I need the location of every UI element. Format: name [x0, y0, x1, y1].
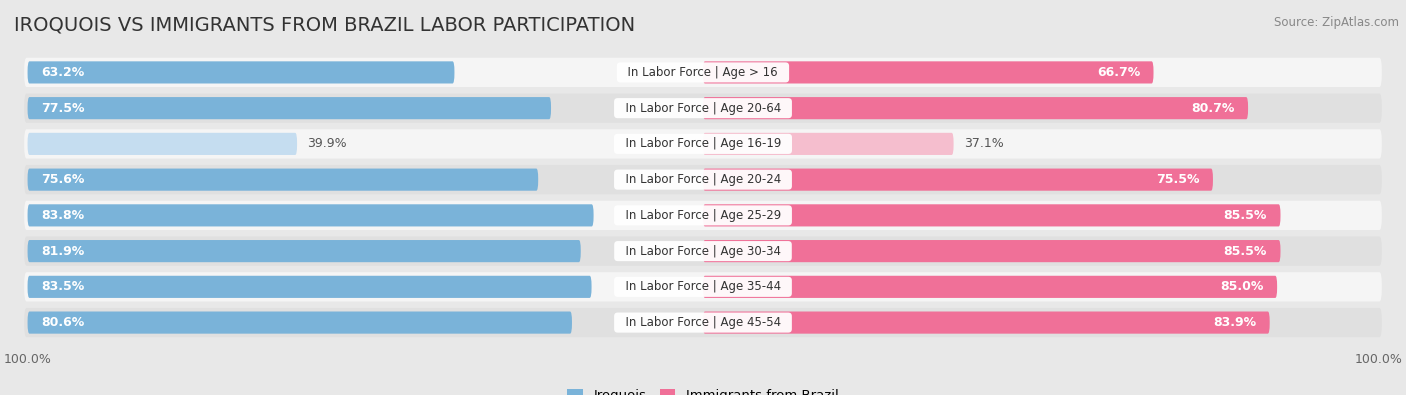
Text: 37.1%: 37.1%: [963, 137, 1004, 150]
FancyBboxPatch shape: [703, 276, 1277, 298]
FancyBboxPatch shape: [703, 61, 1153, 83]
FancyBboxPatch shape: [24, 58, 1382, 87]
FancyBboxPatch shape: [24, 272, 1382, 301]
Text: 83.9%: 83.9%: [1213, 316, 1256, 329]
Text: 85.5%: 85.5%: [1223, 209, 1267, 222]
FancyBboxPatch shape: [28, 240, 581, 262]
FancyBboxPatch shape: [28, 61, 454, 83]
FancyBboxPatch shape: [24, 237, 1382, 266]
FancyBboxPatch shape: [28, 204, 593, 226]
FancyBboxPatch shape: [24, 94, 1382, 123]
FancyBboxPatch shape: [703, 133, 953, 155]
Text: 80.7%: 80.7%: [1191, 102, 1234, 115]
FancyBboxPatch shape: [28, 97, 551, 119]
FancyBboxPatch shape: [24, 308, 1382, 337]
FancyBboxPatch shape: [24, 165, 1382, 194]
Text: In Labor Force | Age 16-19: In Labor Force | Age 16-19: [617, 137, 789, 150]
Text: 81.9%: 81.9%: [41, 245, 84, 258]
Text: Source: ZipAtlas.com: Source: ZipAtlas.com: [1274, 16, 1399, 29]
Text: 63.2%: 63.2%: [41, 66, 84, 79]
FancyBboxPatch shape: [703, 240, 1281, 262]
Text: 85.0%: 85.0%: [1220, 280, 1264, 293]
FancyBboxPatch shape: [703, 169, 1213, 191]
Text: In Labor Force | Age 25-29: In Labor Force | Age 25-29: [617, 209, 789, 222]
Text: 39.9%: 39.9%: [307, 137, 347, 150]
Legend: Iroquois, Immigrants from Brazil: Iroquois, Immigrants from Brazil: [562, 384, 844, 395]
Text: 75.6%: 75.6%: [41, 173, 84, 186]
FancyBboxPatch shape: [703, 97, 1249, 119]
Text: In Labor Force | Age 20-64: In Labor Force | Age 20-64: [617, 102, 789, 115]
FancyBboxPatch shape: [703, 204, 1281, 226]
Text: 66.7%: 66.7%: [1097, 66, 1140, 79]
FancyBboxPatch shape: [28, 169, 538, 191]
Text: In Labor Force | Age 20-24: In Labor Force | Age 20-24: [617, 173, 789, 186]
Text: 85.5%: 85.5%: [1223, 245, 1267, 258]
Text: 77.5%: 77.5%: [41, 102, 84, 115]
Text: In Labor Force | Age 35-44: In Labor Force | Age 35-44: [617, 280, 789, 293]
Text: 83.8%: 83.8%: [41, 209, 84, 222]
FancyBboxPatch shape: [28, 133, 297, 155]
FancyBboxPatch shape: [28, 276, 592, 298]
Text: In Labor Force | Age 45-54: In Labor Force | Age 45-54: [617, 316, 789, 329]
FancyBboxPatch shape: [24, 201, 1382, 230]
Text: 83.5%: 83.5%: [41, 280, 84, 293]
Text: 80.6%: 80.6%: [41, 316, 84, 329]
FancyBboxPatch shape: [703, 312, 1270, 334]
Text: IROQUOIS VS IMMIGRANTS FROM BRAZIL LABOR PARTICIPATION: IROQUOIS VS IMMIGRANTS FROM BRAZIL LABOR…: [14, 16, 636, 35]
Text: In Labor Force | Age 30-34: In Labor Force | Age 30-34: [617, 245, 789, 258]
FancyBboxPatch shape: [24, 129, 1382, 158]
Text: 75.5%: 75.5%: [1156, 173, 1199, 186]
FancyBboxPatch shape: [28, 312, 572, 334]
Text: In Labor Force | Age > 16: In Labor Force | Age > 16: [620, 66, 786, 79]
